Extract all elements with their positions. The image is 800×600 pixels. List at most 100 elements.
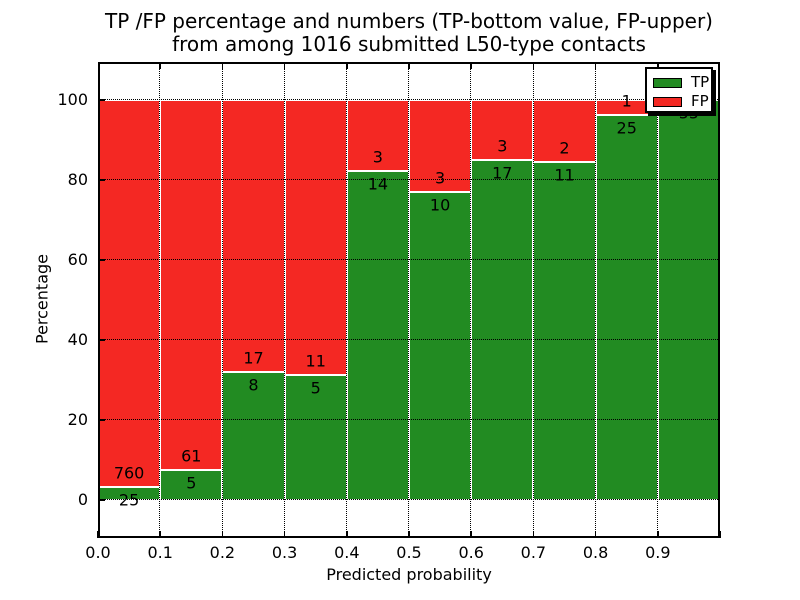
bar-segment-tp [657,100,720,500]
y-tick [98,419,105,421]
x-tick-top [159,62,161,69]
bar-fp-count-label: 2 [559,138,570,158]
bar-fp-count-label: 1 [621,91,632,111]
bar-tp-count-label: 11 [554,165,575,185]
chart-title: TP /FP percentage and numbers (TP-bottom… [98,10,720,56]
x-gridline [159,62,161,538]
x-tick-label: 0.0 [85,543,111,562]
x-gridline [470,62,472,538]
x-gridline [594,62,596,538]
bar-segment-tp [595,115,658,500]
y-gridline [98,179,720,181]
x-tick-label: 0.3 [271,543,298,562]
x-tick-top [470,62,472,69]
x-tick-top [408,62,410,69]
bar-segment-fp [533,100,596,162]
fp-legend-swatch [653,96,682,107]
y-gridline [98,259,720,261]
y-gridline [98,99,720,101]
legend-label-tp: TP [691,73,710,91]
bar-tp-count-label: 17 [492,163,513,183]
x-gridline [283,62,285,538]
x-tick [346,531,348,538]
y-gridline [98,499,720,501]
x-tick [97,531,99,538]
bar-segment-tp [533,161,596,500]
x-tick-top [346,62,348,69]
x-tick-label: 0.8 [582,543,609,562]
x-axis-label: Predicted probability [326,565,492,584]
x-tick-top [594,62,597,69]
x-tick-label: 0.2 [209,543,236,562]
bar-tp-count-label: 5 [186,473,197,493]
bar-fp-count-label: 3 [372,147,383,167]
y-tick-label: 40 [67,330,88,349]
bar-tp-count-label: 25 [616,118,637,138]
x-gridline [346,62,348,538]
bar-segment-fp [222,100,285,372]
y-tick-label: 60 [67,250,88,269]
x-tick-label: 0.1 [147,543,173,562]
bar-segment-tp [346,170,409,500]
x-tick [657,531,659,538]
y-tick [98,179,105,181]
x-tick [221,531,224,538]
y-gridline [98,339,720,341]
y-tick [98,99,105,101]
x-gridline [532,62,534,538]
y-tick-label: 80 [67,170,88,189]
y-tick [98,499,105,501]
bar-segment-fp [284,100,347,375]
x-tick-label: 0.4 [334,543,360,562]
x-tick [594,531,597,538]
x-tick [408,531,410,538]
bar-segment-fp [346,100,409,171]
bar-fp-count-label: 3 [435,168,446,188]
x-gridline [657,62,659,538]
bar-segment-fp [409,100,472,193]
bar-segment-tp [471,160,534,500]
bar-tp-count-label: 25 [118,490,140,510]
x-tick [283,531,286,538]
bar-fp-count-label: 17 [243,348,264,368]
bar-segment-fp [98,100,161,488]
x-tick-top [532,62,535,69]
plot-area: Predicted probability 760 25 61 5 17 8 11 5 3 14 3… [57,62,721,584]
y-tick-label: 0 [77,490,88,509]
x-tick-top [657,62,659,69]
x-tick [719,531,721,538]
x-gridline [221,62,223,538]
x-tick-label: 0.5 [396,543,422,562]
x-tick-label: 0.7 [520,543,547,562]
y-tick [98,259,105,261]
bar-fp-count-label: 61 [181,446,202,466]
bar-tp-count-label: 8 [248,375,259,395]
bar-fp-count-label: 3 [497,136,508,156]
legend-entry-tp: TP [647,73,711,92]
y-gridline [98,419,720,421]
legend: TP FP [645,67,713,113]
x-tick-top [221,62,224,69]
y-tick-label: 20 [67,410,88,429]
bar-segment-tp [160,469,223,500]
legend-label-fp: FP [691,92,709,110]
bar-tp-count-label: 14 [367,174,389,194]
y-tick-label: 100 [57,90,88,109]
x-tick [159,531,161,538]
x-tick [470,531,472,538]
y-tick [98,339,105,341]
x-tick-top [283,62,286,69]
bar-tp-count-label: 5 [310,378,321,398]
x-gridline [408,62,410,538]
bar-tp-count-label: 10 [429,195,451,215]
legend-entry-fp: FP [647,92,711,111]
chart-title-line1: TP /FP percentage and numbers (TP-bottom… [105,9,713,33]
chart-title-line2: from among 1016 submitted L50-type conta… [172,32,646,56]
x-tick [532,531,535,538]
x-tick-label: 0.6 [458,543,484,562]
bar-fp-count-label: 760 [113,463,145,483]
x-tick-label: 0.9 [645,543,671,562]
bar-segment-fp [471,100,534,160]
bar-fp-count-label: 11 [305,351,326,371]
